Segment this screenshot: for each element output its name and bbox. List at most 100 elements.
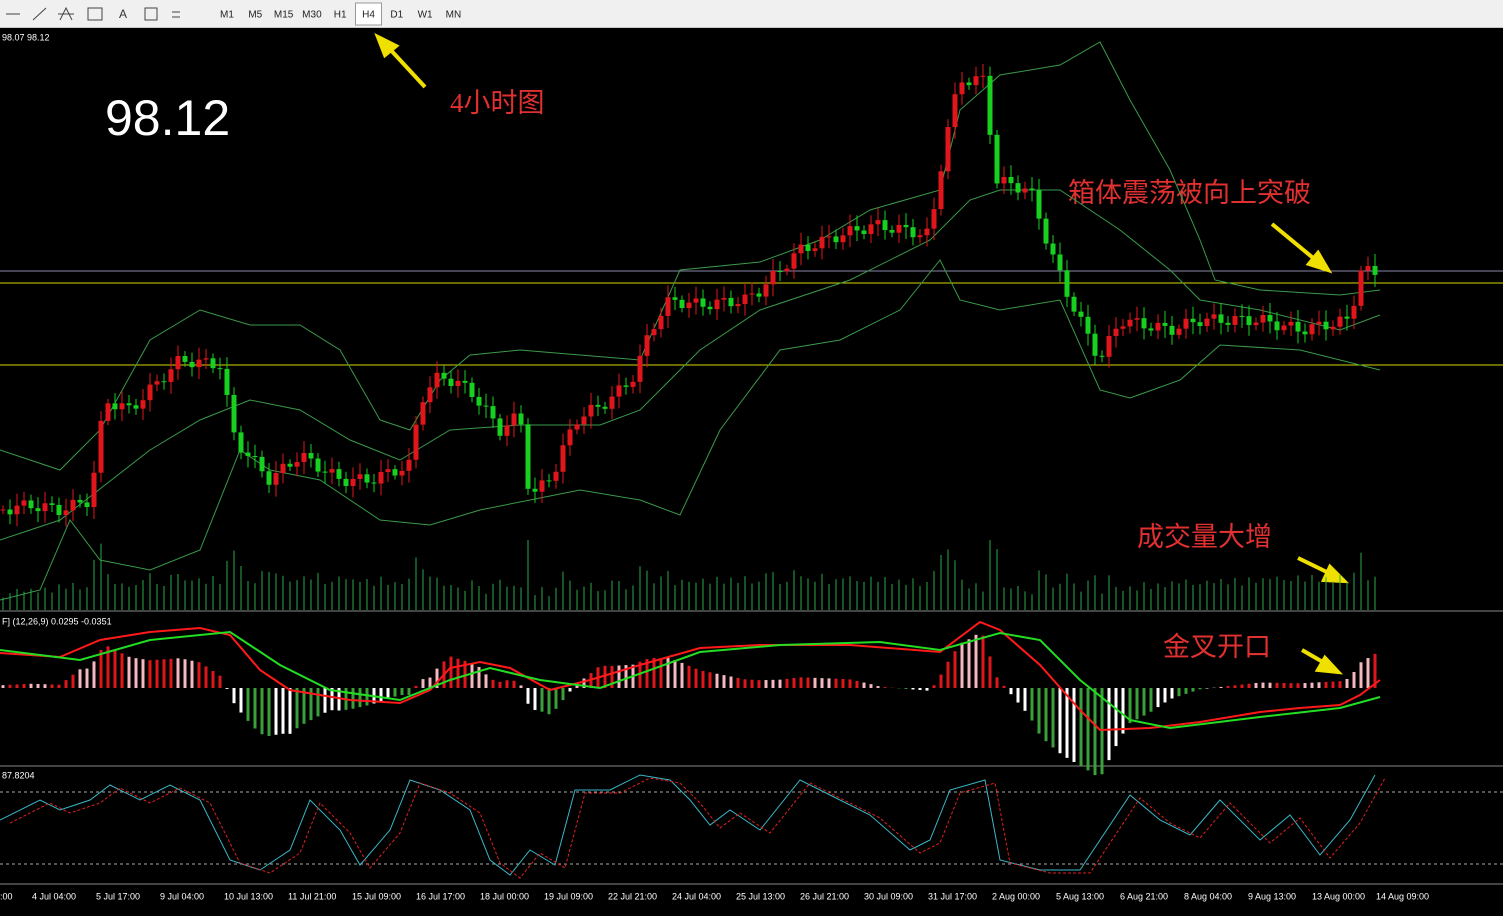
candle-body: [693, 298, 699, 303]
candle-body: [1372, 266, 1378, 275]
candle-body: [1120, 326, 1126, 329]
timeframe-button[interactable]: M30: [302, 10, 322, 21]
candle-body: [1008, 176, 1014, 184]
stoch-main: [0, 774, 1376, 876]
candle-body: [1064, 270, 1070, 297]
candle-body: [609, 396, 615, 409]
candle-body: [987, 75, 993, 135]
candle-body: [1050, 243, 1056, 255]
candle-body: [63, 510, 69, 515]
candle-body: [371, 482, 377, 484]
candle-body: [777, 271, 783, 273]
candle-body: [504, 425, 510, 436]
candle-body: [364, 474, 370, 483]
time-label: 25 Jul 13:00: [736, 891, 785, 901]
candle-body: [1106, 336, 1112, 357]
timeframe-button[interactable]: D1: [390, 10, 403, 21]
timeframe-button[interactable]: H4: [362, 10, 375, 21]
price-info: 98.07 98.12: [2, 32, 50, 42]
candle-body: [462, 380, 468, 383]
candle-body: [1078, 311, 1084, 317]
candle-body: [147, 384, 153, 401]
candle-body: [812, 248, 818, 251]
time-label: 18 Jul 00:00: [480, 891, 529, 901]
candle-body: [476, 396, 482, 406]
candle-body: [126, 403, 132, 406]
candle-body: [819, 236, 825, 249]
candle-body: [798, 244, 804, 254]
candle-body: [357, 474, 363, 479]
candle-body: [441, 372, 447, 379]
candle-body: [742, 294, 748, 305]
candle-body: [1169, 325, 1175, 335]
timeframe-button[interactable]: M1: [220, 10, 234, 21]
timeframe-button[interactable]: MN: [446, 10, 462, 21]
candle-body: [1127, 319, 1133, 327]
tool-button[interactable]: A: [119, 7, 127, 21]
candle-body: [1225, 322, 1231, 325]
candle-body: [1302, 331, 1308, 335]
candle-body: [595, 404, 601, 407]
time-label: 5 Jul 17:00: [96, 891, 140, 901]
candle-body: [1232, 315, 1238, 325]
candle-body: [91, 472, 97, 507]
candle-body: [840, 235, 846, 243]
candle-body: [525, 424, 531, 489]
candle-body: [784, 268, 790, 272]
candle-body: [252, 455, 258, 457]
candle-body: [1197, 322, 1203, 326]
time-label: 30 Jul 09:00: [864, 891, 913, 901]
time-label: 13 Aug 00:00: [1312, 891, 1365, 901]
plot: [0, 41, 1386, 879]
candle-body: [1253, 322, 1259, 326]
candle-body: [1323, 321, 1329, 330]
candle-body: [1162, 322, 1168, 326]
candle-body: [168, 369, 174, 382]
candle-body: [889, 230, 895, 233]
candle-body: [322, 471, 328, 473]
candle-body: [203, 358, 209, 360]
candle-body: [1358, 270, 1364, 306]
candle-body: [231, 394, 237, 433]
toolbar: [0, 0, 1503, 28]
timeframe-button[interactable]: M5: [248, 10, 262, 21]
candle-body: [966, 82, 972, 86]
timeframe-button[interactable]: W1: [418, 10, 433, 21]
candle-body: [329, 469, 335, 473]
candle-body: [133, 405, 139, 409]
candle-body: [7, 509, 13, 515]
candle-body: [119, 403, 125, 410]
candle-body: [574, 424, 580, 430]
candle-body: [1337, 316, 1343, 327]
candle-body: [1043, 218, 1049, 244]
candle-body: [392, 469, 398, 476]
time-label: 4 Jul 04:00: [32, 891, 76, 901]
candle-body: [196, 359, 202, 368]
candle-body: [224, 368, 230, 395]
time-label: 10 Jul 13:00: [224, 891, 273, 901]
candle-body: [539, 480, 545, 492]
candle-body: [931, 209, 937, 229]
candle-body: [952, 94, 958, 128]
candle-body: [245, 452, 251, 456]
candle-body: [217, 368, 223, 370]
candle-body: [259, 456, 265, 472]
candle-body: [1183, 318, 1189, 329]
candle-body: [826, 236, 832, 238]
candle-body: [546, 480, 552, 482]
candle-body: [434, 372, 440, 388]
candle-body: [455, 380, 461, 386]
candle-body: [301, 453, 307, 463]
candle-body: [42, 503, 48, 512]
candle-body: [707, 306, 713, 310]
candle-body: [315, 458, 321, 472]
time-label: 6 Aug 21:00: [1120, 891, 1168, 901]
time-label: 19 Jul 09:00: [544, 891, 593, 901]
timeframe-button[interactable]: H1: [334, 10, 347, 21]
candle-body: [679, 299, 685, 308]
candle-body: [518, 413, 524, 425]
timeframe-button[interactable]: M15: [274, 10, 294, 21]
time-label: 26 Jul 21:00: [800, 891, 849, 901]
time-label: 2 Aug 00:00: [992, 891, 1040, 901]
candle-body: [1274, 321, 1280, 331]
